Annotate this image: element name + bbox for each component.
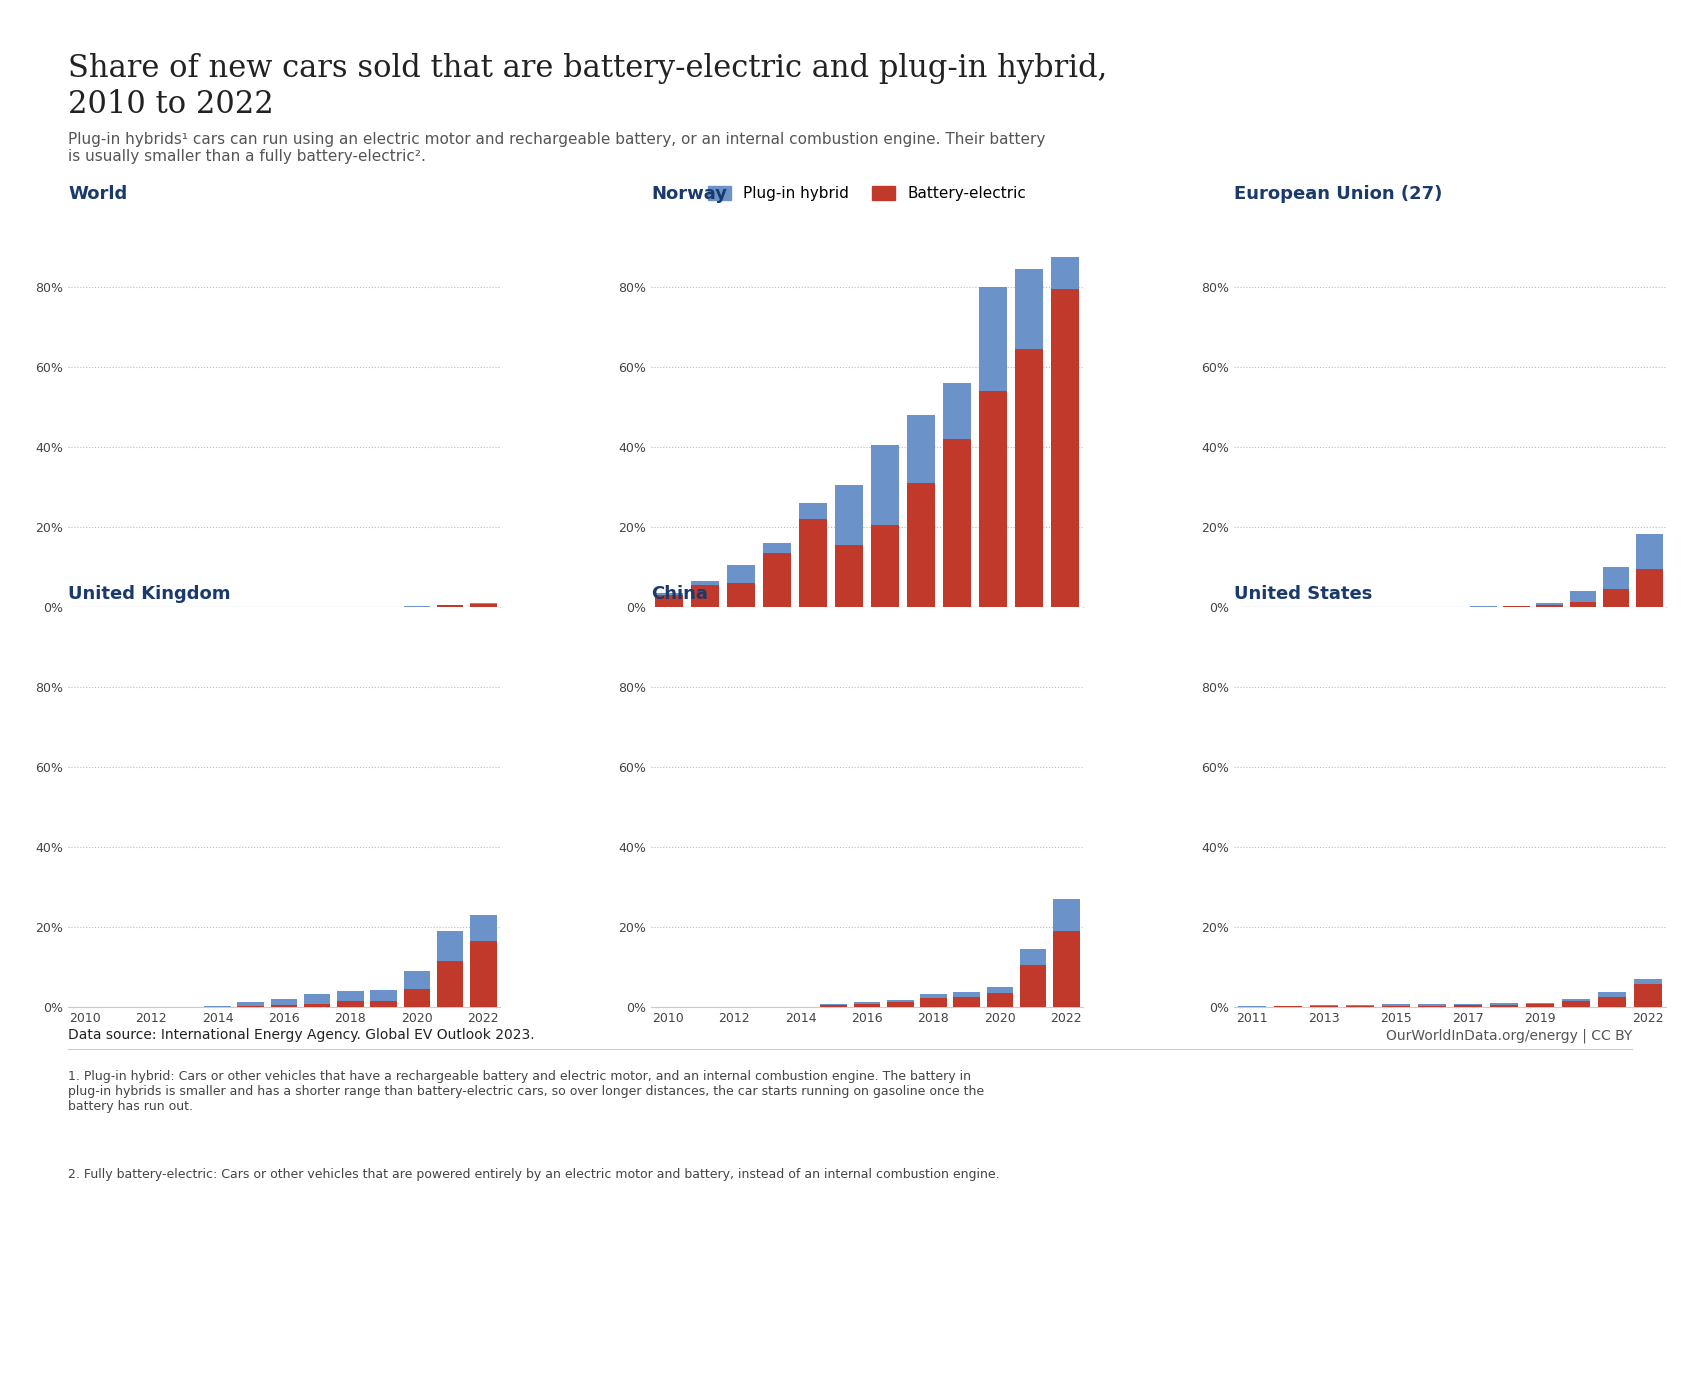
Bar: [763, 554, 792, 607]
Bar: [942, 383, 971, 439]
Bar: [1635, 569, 1663, 607]
Bar: [1489, 1003, 1518, 1004]
Bar: [1562, 999, 1591, 1002]
Bar: [437, 606, 464, 607]
Bar: [954, 992, 979, 997]
Bar: [1489, 1004, 1518, 1007]
Bar: [870, 525, 899, 607]
Bar: [1562, 1002, 1591, 1007]
Bar: [1454, 1006, 1482, 1007]
Text: Our World
in Data: Our World in Data: [1533, 78, 1612, 108]
Bar: [437, 961, 464, 1007]
Bar: [1569, 590, 1596, 602]
Bar: [979, 287, 1008, 392]
Bar: [1598, 992, 1627, 997]
Bar: [853, 1003, 881, 1004]
Bar: [1382, 1006, 1411, 1007]
Bar: [469, 604, 496, 607]
Text: China: China: [651, 585, 707, 603]
Bar: [437, 932, 464, 961]
Text: Data source: International Energy Agency. Global EV Outlook 2023.: Data source: International Energy Agency…: [68, 1028, 534, 1042]
Text: World: World: [68, 185, 128, 203]
Bar: [304, 1003, 330, 1007]
Bar: [1598, 997, 1627, 1007]
Bar: [920, 999, 947, 1007]
Bar: [371, 1000, 396, 1007]
Bar: [726, 583, 755, 607]
Bar: [1051, 257, 1080, 290]
Bar: [304, 993, 330, 1003]
Text: Norway: Norway: [651, 185, 728, 203]
Bar: [1635, 534, 1663, 569]
Text: 1. Plug-in hybrid: Cars or other vehicles that have a rechargeable battery and e: 1. Plug-in hybrid: Cars or other vehicle…: [68, 1070, 984, 1114]
Bar: [1603, 589, 1630, 607]
Text: Share of new cars sold that are battery-electric and plug-in hybrid,
2010 to 202: Share of new cars sold that are battery-…: [68, 53, 1107, 120]
Bar: [870, 445, 899, 525]
Bar: [979, 392, 1008, 607]
Bar: [1525, 1004, 1554, 1007]
Bar: [887, 1003, 913, 1007]
Text: Plug-in hybrids¹ cars can run using an electric motor and rechargeable battery, : Plug-in hybrids¹ cars can run using an e…: [68, 132, 1046, 164]
Bar: [654, 593, 683, 596]
Bar: [403, 971, 430, 989]
Bar: [887, 1000, 913, 1003]
Bar: [1052, 932, 1080, 1007]
Bar: [337, 990, 364, 1002]
Bar: [853, 1004, 881, 1007]
Bar: [799, 519, 828, 607]
Bar: [238, 1003, 264, 1006]
Bar: [1634, 983, 1663, 1007]
Bar: [1537, 603, 1562, 606]
Bar: [1052, 900, 1080, 932]
Bar: [835, 546, 864, 607]
Bar: [986, 988, 1013, 993]
Bar: [1015, 350, 1044, 607]
Bar: [371, 990, 396, 1000]
Text: United Kingdom: United Kingdom: [68, 585, 231, 603]
Bar: [799, 504, 828, 519]
Bar: [469, 942, 496, 1007]
Bar: [1418, 1006, 1447, 1007]
Bar: [469, 915, 496, 942]
Bar: [1051, 290, 1080, 607]
Bar: [954, 997, 979, 1007]
Text: 2. Fully battery-electric: Cars or other vehicles that are powered entirely by a: 2. Fully battery-electric: Cars or other…: [68, 1168, 1000, 1181]
Bar: [337, 1002, 364, 1007]
Bar: [1537, 606, 1562, 607]
Text: United States: United States: [1234, 585, 1372, 603]
Bar: [906, 483, 935, 607]
Bar: [690, 582, 719, 585]
Bar: [690, 585, 719, 607]
Bar: [920, 995, 947, 999]
Bar: [1020, 965, 1047, 1007]
Bar: [1603, 568, 1630, 589]
Bar: [1634, 979, 1663, 983]
Bar: [906, 416, 935, 483]
Legend: Plug-in hybrid, Battery-electric: Plug-in hybrid, Battery-electric: [702, 180, 1032, 207]
Text: OurWorldInData.org/energy | CC BY: OurWorldInData.org/energy | CC BY: [1386, 1028, 1632, 1042]
Bar: [726, 565, 755, 583]
Bar: [403, 989, 430, 1007]
Bar: [835, 485, 864, 546]
Bar: [986, 993, 1013, 1007]
Text: European Union (27): European Union (27): [1234, 185, 1443, 203]
Bar: [270, 999, 298, 1004]
Bar: [654, 596, 683, 607]
Bar: [821, 1006, 847, 1007]
Bar: [270, 1004, 298, 1007]
Bar: [1015, 270, 1044, 350]
Bar: [942, 439, 971, 607]
Bar: [1569, 602, 1596, 607]
Bar: [1020, 950, 1047, 965]
Bar: [238, 1006, 264, 1007]
Bar: [763, 543, 792, 554]
